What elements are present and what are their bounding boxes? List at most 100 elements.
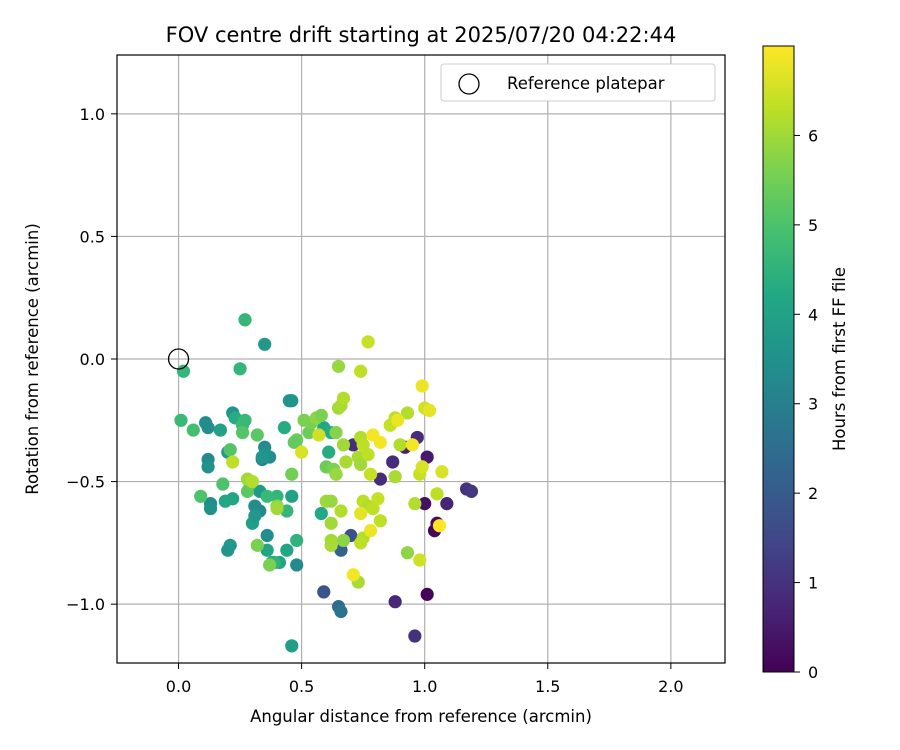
scatter-point xyxy=(260,528,274,543)
scatter-point xyxy=(260,489,274,503)
scatter-point xyxy=(216,477,230,491)
scatter-point xyxy=(336,391,351,405)
scatter-point xyxy=(415,460,429,474)
scatter-point xyxy=(354,364,368,378)
scatter-point xyxy=(415,379,429,393)
scatter-point xyxy=(391,413,405,427)
scatter-point xyxy=(235,425,250,440)
scatter-point xyxy=(280,504,294,518)
scatter-point xyxy=(386,455,400,469)
y-tick-label: 1.0 xyxy=(80,105,105,124)
scatter-point xyxy=(408,629,422,643)
scatter-point xyxy=(354,536,368,550)
scatter-point xyxy=(393,438,407,452)
scatter-point xyxy=(194,489,208,503)
scatter-point xyxy=(223,443,237,457)
y-tick-label: 0.0 xyxy=(80,350,105,369)
scatter-point xyxy=(346,568,360,582)
colorbar-tick-label: 4 xyxy=(808,305,818,324)
scatter-point xyxy=(238,313,252,327)
scatter-point xyxy=(339,455,353,469)
colorbar-tick-label: 6 xyxy=(808,126,818,145)
scatter-point xyxy=(400,546,415,560)
legend: Reference platepar xyxy=(440,63,716,102)
scatter-point xyxy=(258,337,272,351)
y-tick-label: −1.0 xyxy=(66,595,105,614)
colorbar-gradient xyxy=(762,45,795,673)
y-axis-label: Rotation from reference (arcmin) xyxy=(23,223,42,495)
y-axis-ticks: −1.0 −0.5 0.0 0.5 1.0 xyxy=(66,105,117,614)
scatter-point xyxy=(324,516,338,530)
scatter-point xyxy=(435,465,449,479)
grid-lines xyxy=(117,55,725,663)
legend-box xyxy=(440,63,716,102)
scatter-point xyxy=(277,421,291,435)
scatter-point xyxy=(312,428,326,442)
scatter-point xyxy=(420,587,434,601)
scatter-point xyxy=(432,519,447,533)
scatter-point xyxy=(174,413,188,427)
scatter-point xyxy=(354,506,368,521)
scatter-point xyxy=(356,438,370,452)
x-axis-label: Angular distance from reference (arcmin) xyxy=(250,707,592,726)
chart-title: FOV centre drift starting at 2025/07/20 … xyxy=(166,23,677,47)
scatter-point xyxy=(371,492,385,506)
scatter-point xyxy=(336,533,351,548)
scatter-point xyxy=(218,494,232,508)
colorbar-tick-label: 0 xyxy=(808,663,818,682)
scatter-point xyxy=(329,425,343,440)
scatter-point xyxy=(285,489,299,503)
scatter-point xyxy=(290,558,304,572)
scatter-point xyxy=(270,489,284,503)
scatter-point xyxy=(260,543,274,557)
scatter-point xyxy=(285,394,299,408)
colorbar-tick-label: 2 xyxy=(808,484,818,503)
scatter-point xyxy=(430,487,444,501)
y-tick-label: −0.5 xyxy=(66,473,105,492)
scatter-point xyxy=(361,335,375,349)
x-tick-label: 2.0 xyxy=(658,677,683,696)
scatter-points xyxy=(174,313,479,653)
scatter-point xyxy=(213,423,227,437)
colorbar-tick-label: 3 xyxy=(808,395,818,414)
scatter-point xyxy=(334,504,348,518)
scatter-point xyxy=(324,494,338,508)
x-tick-label: 1.0 xyxy=(412,677,437,696)
scatter-point xyxy=(361,448,375,462)
scatter-point xyxy=(464,484,479,498)
scatter-point xyxy=(418,497,432,511)
reference-platepar-marker xyxy=(167,348,190,370)
scatter-point xyxy=(295,445,309,459)
scatter-point xyxy=(186,423,200,437)
scatter-point xyxy=(413,553,427,567)
colorbar-tick-label: 5 xyxy=(808,216,818,235)
scatter-point xyxy=(270,501,284,516)
scatter-point xyxy=(248,509,262,523)
scatter-point xyxy=(373,435,387,449)
scatter-point xyxy=(176,364,191,378)
colorbar: 0 1 2 3 4 5 6 Hours from first FF file xyxy=(762,45,849,682)
scatter-point xyxy=(263,558,277,572)
scatter-point xyxy=(201,460,215,474)
scatter-point xyxy=(287,435,301,449)
scatter-point xyxy=(336,438,351,452)
scatter-point xyxy=(334,604,348,619)
scatter-point xyxy=(363,467,378,481)
colorbar-ticks: 0 1 2 3 4 5 6 xyxy=(794,126,818,682)
scatter-point xyxy=(250,538,264,552)
scatter-point xyxy=(423,403,437,418)
scatter-point xyxy=(317,585,331,599)
legend-entry-reference-platepar: Reference platepar xyxy=(507,74,665,93)
scatter-point xyxy=(203,501,218,516)
colorbar-tick-label: 1 xyxy=(808,574,818,593)
scatter-point xyxy=(354,457,368,472)
scatter-point xyxy=(285,639,299,653)
scatter-point xyxy=(322,445,336,459)
scatter-point xyxy=(388,470,402,484)
scatter-point xyxy=(373,514,387,528)
scatter-point xyxy=(366,501,380,516)
scatter-point xyxy=(290,533,304,548)
scatter-point xyxy=(373,472,387,486)
x-tick-label: 0.0 xyxy=(166,677,191,696)
